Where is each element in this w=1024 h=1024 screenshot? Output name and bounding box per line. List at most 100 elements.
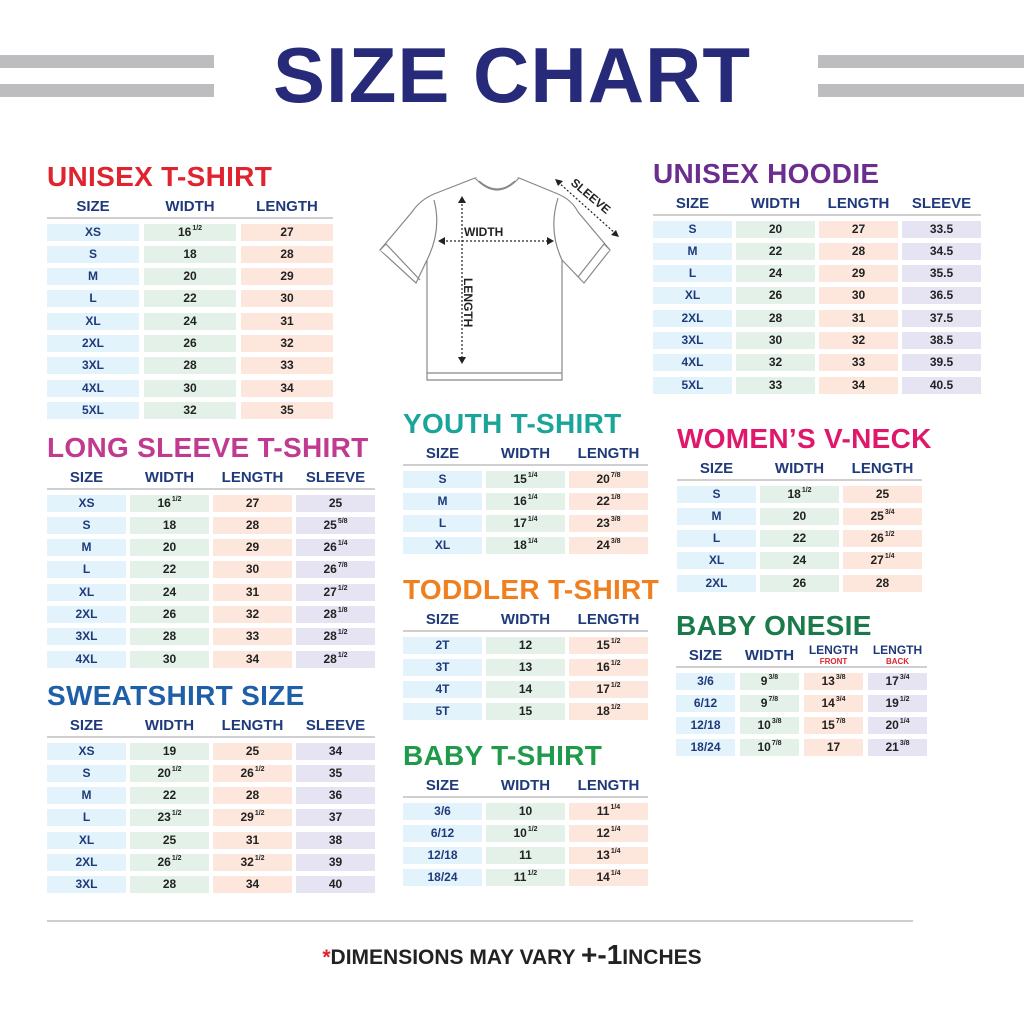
table-cell: 25 [843,485,922,503]
table-cell: 22 [130,561,209,579]
table-cell: 261/2 [213,764,292,782]
table-cell: 34 [296,742,375,760]
footer-unit: INCHES [622,946,702,969]
table-cell: 28 [130,628,209,646]
cell-fraction: 1/2 [899,695,910,703]
table-cell: 22 [144,290,236,308]
table-cell: 213/8 [868,739,927,757]
cell-value: 24 [792,553,807,568]
section-title-toddler-t-shirt: TODDLER T-SHIRT [403,574,659,605]
table-cell: 18/24 [676,739,735,757]
cell-value: M [437,493,448,508]
cell-value: 5XL [681,377,704,392]
table-cell: 161/2 [144,223,236,241]
table-cell: L [47,561,126,579]
table-cell: 3XL [47,628,126,646]
decorative-stripe-right-bottom [818,84,1024,97]
table-cell: XS [47,742,126,760]
cell-value: S [712,486,721,501]
table-cell: 171/4 [486,515,565,533]
cell-value: 6/12 [430,825,455,840]
cell-value: 26 [162,607,177,621]
column-header-length: LENGTH [569,612,648,628]
cell-value: 33 [280,358,294,373]
cell-value: XL [434,538,451,553]
cell-value: 11 [596,803,610,818]
cell-value: 29 [245,540,260,555]
table-cell: 22 [760,530,839,548]
column-header-label: SLEEVE [911,195,972,212]
table-cell: 2XL [47,335,139,352]
header-underline [47,488,375,490]
table-cell: 5T [403,703,482,721]
table-cell: 34 [241,379,333,397]
cell-value: 3XL [75,877,98,892]
cell-value: 27 [245,495,260,510]
column-header-width: WIDTH [740,648,799,664]
cell-value: 28 [768,310,783,325]
cell-value: 25 [245,743,260,758]
cell-value: 3/6 [434,803,451,818]
column-header-label: SIZE [69,469,104,486]
table-cell: 267/8 [296,561,375,579]
section-title-unisex-hoodie: UNISEX HOODIE [653,158,880,189]
table-cell: 19 [130,742,209,760]
table-cell: 243/8 [569,537,648,555]
tshirt-measurement-diagram: WIDTH LENGTH SLEEVE [379,176,619,381]
cell-value: 27 [280,224,294,239]
cell-value: M [687,243,698,258]
cell-value: 16 [513,493,527,508]
column-header-width: WIDTH [486,612,565,628]
column-header-width: WIDTH [486,778,565,794]
table-cell: 35 [241,401,333,419]
cell-value: 2XL [705,575,728,590]
cell-value: 34 [245,651,260,666]
table-cell: 4XL [47,650,126,668]
cell-fraction: 1/2 [527,870,538,878]
cell-value: 14 [596,870,610,885]
table-cell: 20 [144,268,236,286]
cell-value: 33 [245,629,260,644]
cell-value: 37 [328,810,343,825]
cell-fraction: 3/8 [610,516,621,524]
cell-value: 23 [596,516,610,531]
cell-value: 17 [596,682,610,697]
cell-fraction: 7/8 [610,471,621,479]
table-cell: 31 [213,583,292,601]
table-cell: 24 [130,583,209,601]
column-header-label: WIDTH [165,198,215,215]
table-cell: XL [47,312,139,330]
table-cell: M [403,492,482,510]
column-header-sublabel: BACK [885,657,910,666]
table-cell: 33.5 [902,220,981,238]
table-cell: 201/2 [130,764,209,782]
cell-value: 3XL [681,333,704,347]
table-cell: 18 [144,245,236,263]
cell-value: M [711,508,722,523]
column-header-label: WIDTH [144,717,195,734]
column-header-label: SIZE [425,777,460,794]
column-header-label: LENGTH [808,643,859,657]
column-header-size: SIZE [47,199,139,215]
cell-fraction: 3/4 [884,508,895,516]
table-cell: XS [47,223,139,241]
cell-value: 20 [885,718,899,733]
cell-value: 27 [851,221,866,236]
table-cell: 2XL [47,854,126,871]
column-header-width: WIDTH [130,470,209,486]
cell-value: 25 [875,486,890,501]
cell-value: 24 [596,538,610,553]
cell-value: 31 [851,310,866,325]
table-cell: 10 [486,802,565,820]
cell-value: 16 [157,495,171,510]
table-cell: 24 [736,265,815,283]
column-header-label: WIDTH [144,469,195,486]
cell-value: L [89,291,97,306]
page-title: SIZE CHART [273,31,751,119]
table-cell: 93/8 [740,672,799,690]
cell-fraction: 1/2 [171,855,182,862]
table-cell: 261/2 [843,530,922,548]
table-cell: 40 [296,876,375,894]
cell-value: 31 [245,832,260,847]
table-cell: 38.5 [902,332,981,349]
